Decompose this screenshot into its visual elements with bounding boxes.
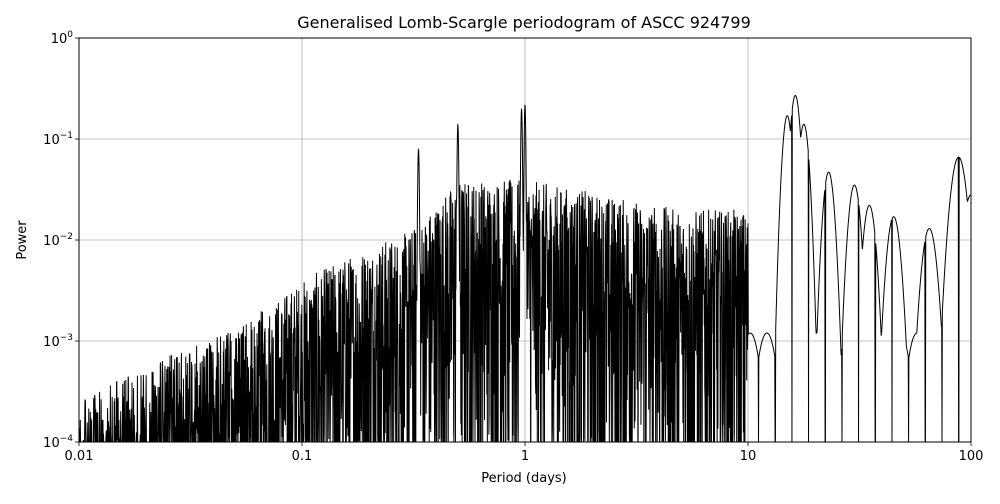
plot-area xyxy=(79,94,972,443)
y-tick-label: 100 xyxy=(51,30,74,47)
y-axis-ticks: 10−4 10−3 10−2 10−1 100 xyxy=(43,30,79,451)
y-tick-label: 10−1 xyxy=(43,131,73,148)
x-tick-label: 0.01 xyxy=(65,449,94,464)
x-axis-ticks: 0.01 0.1 1 10 100 xyxy=(65,442,984,464)
y-tick-label: 10−4 xyxy=(43,434,73,451)
series-line xyxy=(79,94,972,443)
chart-title: Generalised Lomb-Scargle periodogram of … xyxy=(297,13,751,32)
y-axis-label: Power xyxy=(15,220,30,260)
x-tick-label: 1 xyxy=(521,449,529,464)
y-tick-label: 10−3 xyxy=(43,333,73,350)
x-tick-label: 10 xyxy=(740,449,757,464)
x-tick-label: 100 xyxy=(959,449,984,464)
x-tick-label: 0.1 xyxy=(292,449,313,464)
y-tick-label: 10−2 xyxy=(43,232,73,249)
x-axis-label: Period (days) xyxy=(481,471,567,486)
